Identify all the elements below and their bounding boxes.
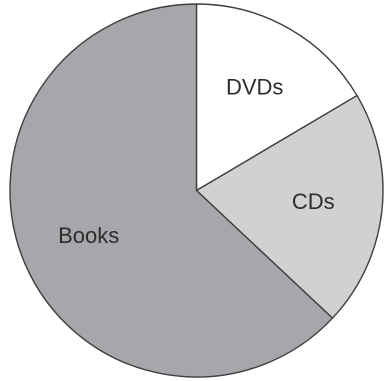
pie-slice-books xyxy=(9,3,334,378)
pie-slices xyxy=(9,3,384,378)
pie-label-books: Books xyxy=(58,223,119,248)
pie-label-dvds: DVDs xyxy=(226,74,283,99)
pie-slice-dvds xyxy=(195,3,358,192)
pie-labels: DVDs CDs Books xyxy=(58,74,335,248)
pie-label-cds: CDs xyxy=(292,189,335,214)
pie-slice-cds xyxy=(195,94,384,319)
